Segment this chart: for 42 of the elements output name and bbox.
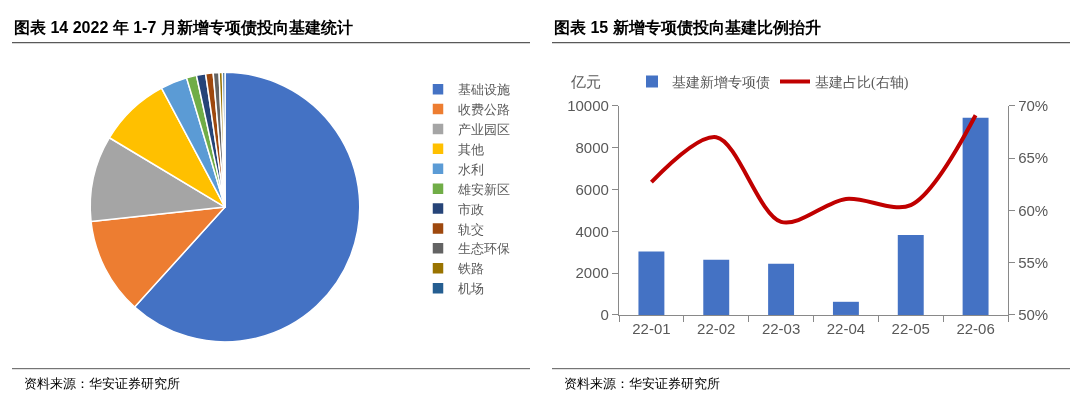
y-tick-label: 4000	[575, 222, 609, 240]
y-tick-label: 6000	[575, 180, 609, 198]
bar	[703, 259, 730, 315]
x-tick-label: 22-05	[891, 320, 930, 338]
x-tick-label: 22-04	[826, 320, 866, 338]
y-tick-label: 8000	[575, 138, 609, 156]
y-tick-label: 10000	[567, 97, 609, 115]
bar	[897, 234, 924, 315]
text: 资料来源：华安证券研究所	[564, 376, 720, 391]
y2-tick-label: 60%	[1018, 201, 1049, 219]
legend-label: 其他	[458, 141, 484, 157]
legend-label: 收费公路	[458, 102, 510, 118]
legend-label: 水利	[458, 161, 484, 177]
y-axis-title: 亿元	[570, 74, 601, 90]
legend-label: 轨交	[458, 221, 484, 237]
legend-label: 雄安新区	[457, 181, 510, 197]
y2-tick-label: 55%	[1018, 253, 1049, 271]
legend-label: 生态环保	[458, 241, 510, 257]
legend-label: 基建占比(右轴)	[815, 74, 909, 91]
y2-tick-label: 70%	[1018, 97, 1049, 115]
legend-label: 市政	[458, 201, 484, 217]
bar	[962, 117, 989, 315]
chart-title: 图表 15 新增专项债投向基建比例抬升	[554, 19, 821, 36]
line-series	[649, 113, 978, 225]
y2-tick-label: 50%	[1018, 306, 1049, 324]
y-tick-label: 2000	[575, 264, 609, 282]
legend-label: 基建新增专项债	[672, 74, 770, 90]
legend-label: 机场	[458, 281, 484, 297]
bar	[832, 301, 859, 315]
y2-tick-label: 65%	[1018, 149, 1049, 167]
x-tick-label: 22-03	[761, 320, 801, 338]
text: 资料来源：华安证券研究所	[24, 376, 180, 391]
x-tick-label: 22-01	[632, 320, 671, 338]
bar	[768, 263, 795, 315]
x-tick-label: 22-02	[697, 320, 736, 338]
bar	[638, 251, 665, 315]
legend-label: 铁路	[457, 261, 484, 277]
chart-title: 图表 14 2022 年 1-7 月新增专项债投向基建统计	[14, 19, 353, 36]
legend-label: 基础设施	[458, 82, 510, 98]
y-tick-label: 0	[600, 306, 609, 324]
legend-label: 产业园区	[458, 122, 510, 138]
x-tick-label: 22-06	[956, 320, 995, 338]
